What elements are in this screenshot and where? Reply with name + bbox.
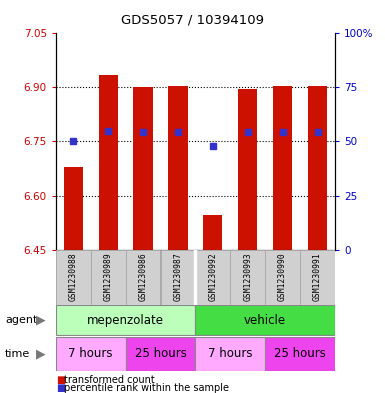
Text: GSM1230986: GSM1230986 xyxy=(139,252,147,301)
Text: ▶: ▶ xyxy=(36,347,46,360)
Text: GSM1230992: GSM1230992 xyxy=(208,252,218,301)
Text: GSM1230990: GSM1230990 xyxy=(278,252,287,301)
Text: GSM1230987: GSM1230987 xyxy=(173,252,182,301)
Bar xyxy=(126,250,161,305)
Text: vehicle: vehicle xyxy=(244,314,286,327)
Bar xyxy=(56,250,91,305)
Text: percentile rank within the sample: percentile rank within the sample xyxy=(64,383,229,393)
Text: GSM1230989: GSM1230989 xyxy=(104,252,113,301)
Bar xyxy=(273,86,292,250)
Text: time: time xyxy=(5,349,30,359)
Text: transformed count: transformed count xyxy=(64,375,154,385)
Bar xyxy=(300,250,335,305)
Text: 25 hours: 25 hours xyxy=(135,347,186,360)
Bar xyxy=(196,250,230,305)
Bar xyxy=(161,250,195,305)
Bar xyxy=(238,89,257,250)
Text: GSM1230991: GSM1230991 xyxy=(313,252,322,301)
Bar xyxy=(126,337,195,371)
Bar xyxy=(203,215,223,250)
Text: 25 hours: 25 hours xyxy=(274,347,326,360)
Bar xyxy=(265,250,300,305)
Bar xyxy=(195,337,265,371)
Bar xyxy=(308,86,327,250)
Bar xyxy=(56,305,195,335)
Bar xyxy=(265,337,335,371)
Bar xyxy=(91,250,126,305)
Bar xyxy=(168,86,187,250)
Bar xyxy=(99,75,118,250)
Text: ■: ■ xyxy=(56,383,65,393)
Text: ▶: ▶ xyxy=(36,314,46,327)
Text: ■: ■ xyxy=(56,375,65,385)
Bar xyxy=(134,87,152,250)
Text: agent: agent xyxy=(5,315,37,325)
Text: GDS5057 / 10394109: GDS5057 / 10394109 xyxy=(121,14,264,27)
Bar xyxy=(64,167,83,250)
Text: 7 hours: 7 hours xyxy=(208,347,253,360)
Bar xyxy=(56,337,126,371)
Bar xyxy=(230,250,265,305)
Text: GSM1230993: GSM1230993 xyxy=(243,252,252,301)
Text: GSM1230988: GSM1230988 xyxy=(69,252,78,301)
Text: 7 hours: 7 hours xyxy=(69,347,113,360)
Text: mepenzolate: mepenzolate xyxy=(87,314,164,327)
Bar xyxy=(195,305,335,335)
